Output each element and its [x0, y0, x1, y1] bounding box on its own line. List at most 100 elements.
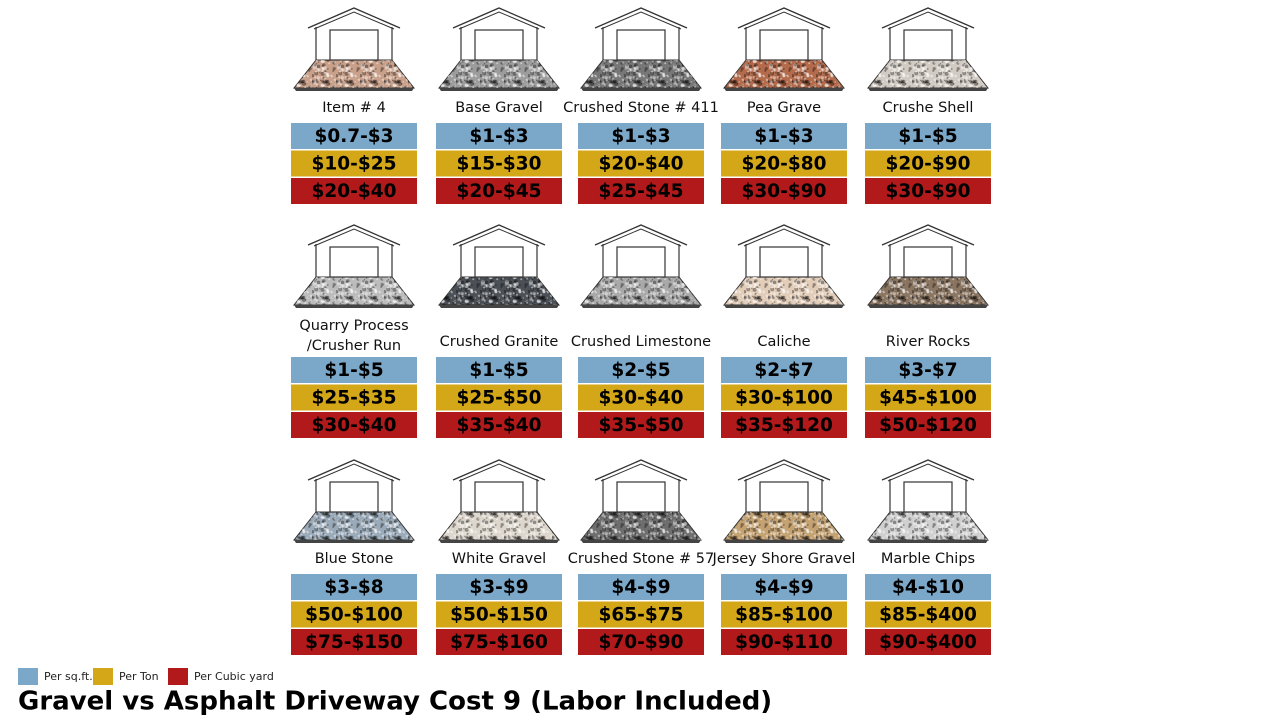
garage-door: [474, 481, 524, 513]
gravel-name: Crushed Limestone: [571, 334, 711, 350]
price-label: $85-$400: [879, 605, 977, 626]
driveway-edge: [724, 540, 844, 543]
driveway-grain: [868, 512, 988, 540]
driveway-grain: [439, 277, 559, 305]
price-box: [865, 123, 991, 149]
garage-door: [474, 29, 524, 61]
page-title: Gravel vs Asphalt Driveway Cost 9 (Labor…: [18, 687, 772, 717]
driveway-edge: [439, 305, 559, 308]
price-label: $20-$80: [742, 154, 827, 175]
garage-roof-inner: [313, 228, 395, 247]
driveway-edge: [294, 540, 414, 543]
gravel-card: Jersey Shore Gravel $4-$9 $85-$100 $90-$110: [712, 459, 856, 655]
price-label: $3-$9: [469, 577, 528, 598]
price-label: $2-$5: [611, 360, 670, 381]
garage-roof: [737, 7, 831, 29]
price-label: $20-$90: [886, 154, 971, 175]
garage-roof-inner: [313, 11, 395, 30]
garage-roof: [594, 459, 688, 481]
driveway-edge: [294, 305, 414, 308]
price-label: $20-$40: [599, 154, 684, 175]
gravel-name: Crushed Stone # 57: [568, 551, 714, 567]
price-box: [291, 384, 417, 411]
price-box: [291, 601, 417, 628]
driveway-grain: [294, 512, 414, 540]
gravel-name: Jersey Shore Gravel: [712, 551, 856, 567]
driveway-grain: [581, 512, 701, 540]
gravel-name: /Crusher Run: [307, 338, 401, 354]
price-box: [578, 412, 704, 438]
price-label: $20-$40: [312, 181, 397, 202]
garage-roof-inner: [458, 228, 540, 247]
price-box: [721, 178, 847, 204]
garage-roof: [881, 224, 975, 246]
gravel-card: Blue Stone $3-$8 $50-$100 $75-$150: [291, 459, 417, 655]
garage-door: [616, 29, 666, 61]
price-box: [721, 601, 847, 628]
garage-roof-inner: [887, 11, 969, 30]
price-box: [865, 178, 991, 204]
gravel-card: Crushe Shell $1-$5 $20-$90 $30-$90: [865, 7, 991, 204]
price-label: $30-$40: [312, 415, 397, 436]
price-label: $35-$120: [735, 415, 833, 436]
garage-roof: [452, 7, 546, 29]
price-box: [436, 123, 562, 149]
price-label: $1-$3: [754, 126, 813, 147]
price-label: $1-$5: [324, 360, 383, 381]
garage-roof: [594, 7, 688, 29]
legend-swatch: [168, 668, 188, 685]
gravel-name: Marble Chips: [881, 551, 975, 567]
driveway-grain: [868, 60, 988, 88]
driveway-grain: [724, 277, 844, 305]
gravel-card: Crushed Granite $1-$5 $25-$50 $35-$40: [436, 224, 562, 438]
price-box: [291, 178, 417, 204]
price-label: $75-$150: [305, 632, 403, 653]
driveway-grain: [439, 512, 559, 540]
price-box: [436, 150, 562, 177]
gravel-name: River Rocks: [886, 334, 970, 350]
garage-roof-inner: [743, 463, 825, 482]
price-box: [291, 629, 417, 655]
garage-roof-inner: [600, 463, 682, 482]
gravel-name: White Gravel: [452, 551, 546, 567]
price-box: [291, 574, 417, 600]
garage-door: [759, 481, 809, 513]
price-label: $45-$100: [879, 388, 977, 409]
price-label: $1-$3: [611, 126, 670, 147]
driveway-edge: [868, 540, 988, 543]
garage-door: [616, 246, 666, 278]
driveway-grain: [439, 60, 559, 88]
price-box: [721, 384, 847, 411]
garage-roof-inner: [600, 11, 682, 30]
legend-label: Per Cubic yard: [194, 670, 274, 683]
price-box: [865, 412, 991, 438]
garage-door: [903, 29, 953, 61]
driveway-edge: [439, 540, 559, 543]
price-label: $10-$25: [312, 154, 397, 175]
driveway-grain: [724, 60, 844, 88]
driveway-grain: [294, 277, 414, 305]
gravel-name: Pea Grave: [747, 100, 821, 116]
price-box: [865, 150, 991, 177]
driveway-grain: [294, 60, 414, 88]
price-label: $25-$45: [599, 181, 684, 202]
garage-roof-inner: [887, 228, 969, 247]
garage-roof-inner: [458, 11, 540, 30]
garage-roof: [307, 459, 401, 481]
gravel-name: Blue Stone: [315, 551, 394, 567]
price-label: $0.7-$3: [314, 126, 393, 147]
price-label: $35-$50: [599, 415, 684, 436]
price-label: $4-$10: [892, 577, 964, 598]
garage-door: [903, 481, 953, 513]
gravel-name: Quarry Process: [299, 318, 408, 334]
price-box: [436, 601, 562, 628]
price-label: $90-$400: [879, 632, 977, 653]
price-label: $15-$30: [457, 154, 542, 175]
garage-door: [759, 29, 809, 61]
price-box: [865, 629, 991, 655]
legend-label: Per sq.ft.: [44, 670, 93, 683]
driveway-grain: [581, 60, 701, 88]
legend-swatch: [18, 668, 38, 685]
garage-roof-inner: [743, 228, 825, 247]
